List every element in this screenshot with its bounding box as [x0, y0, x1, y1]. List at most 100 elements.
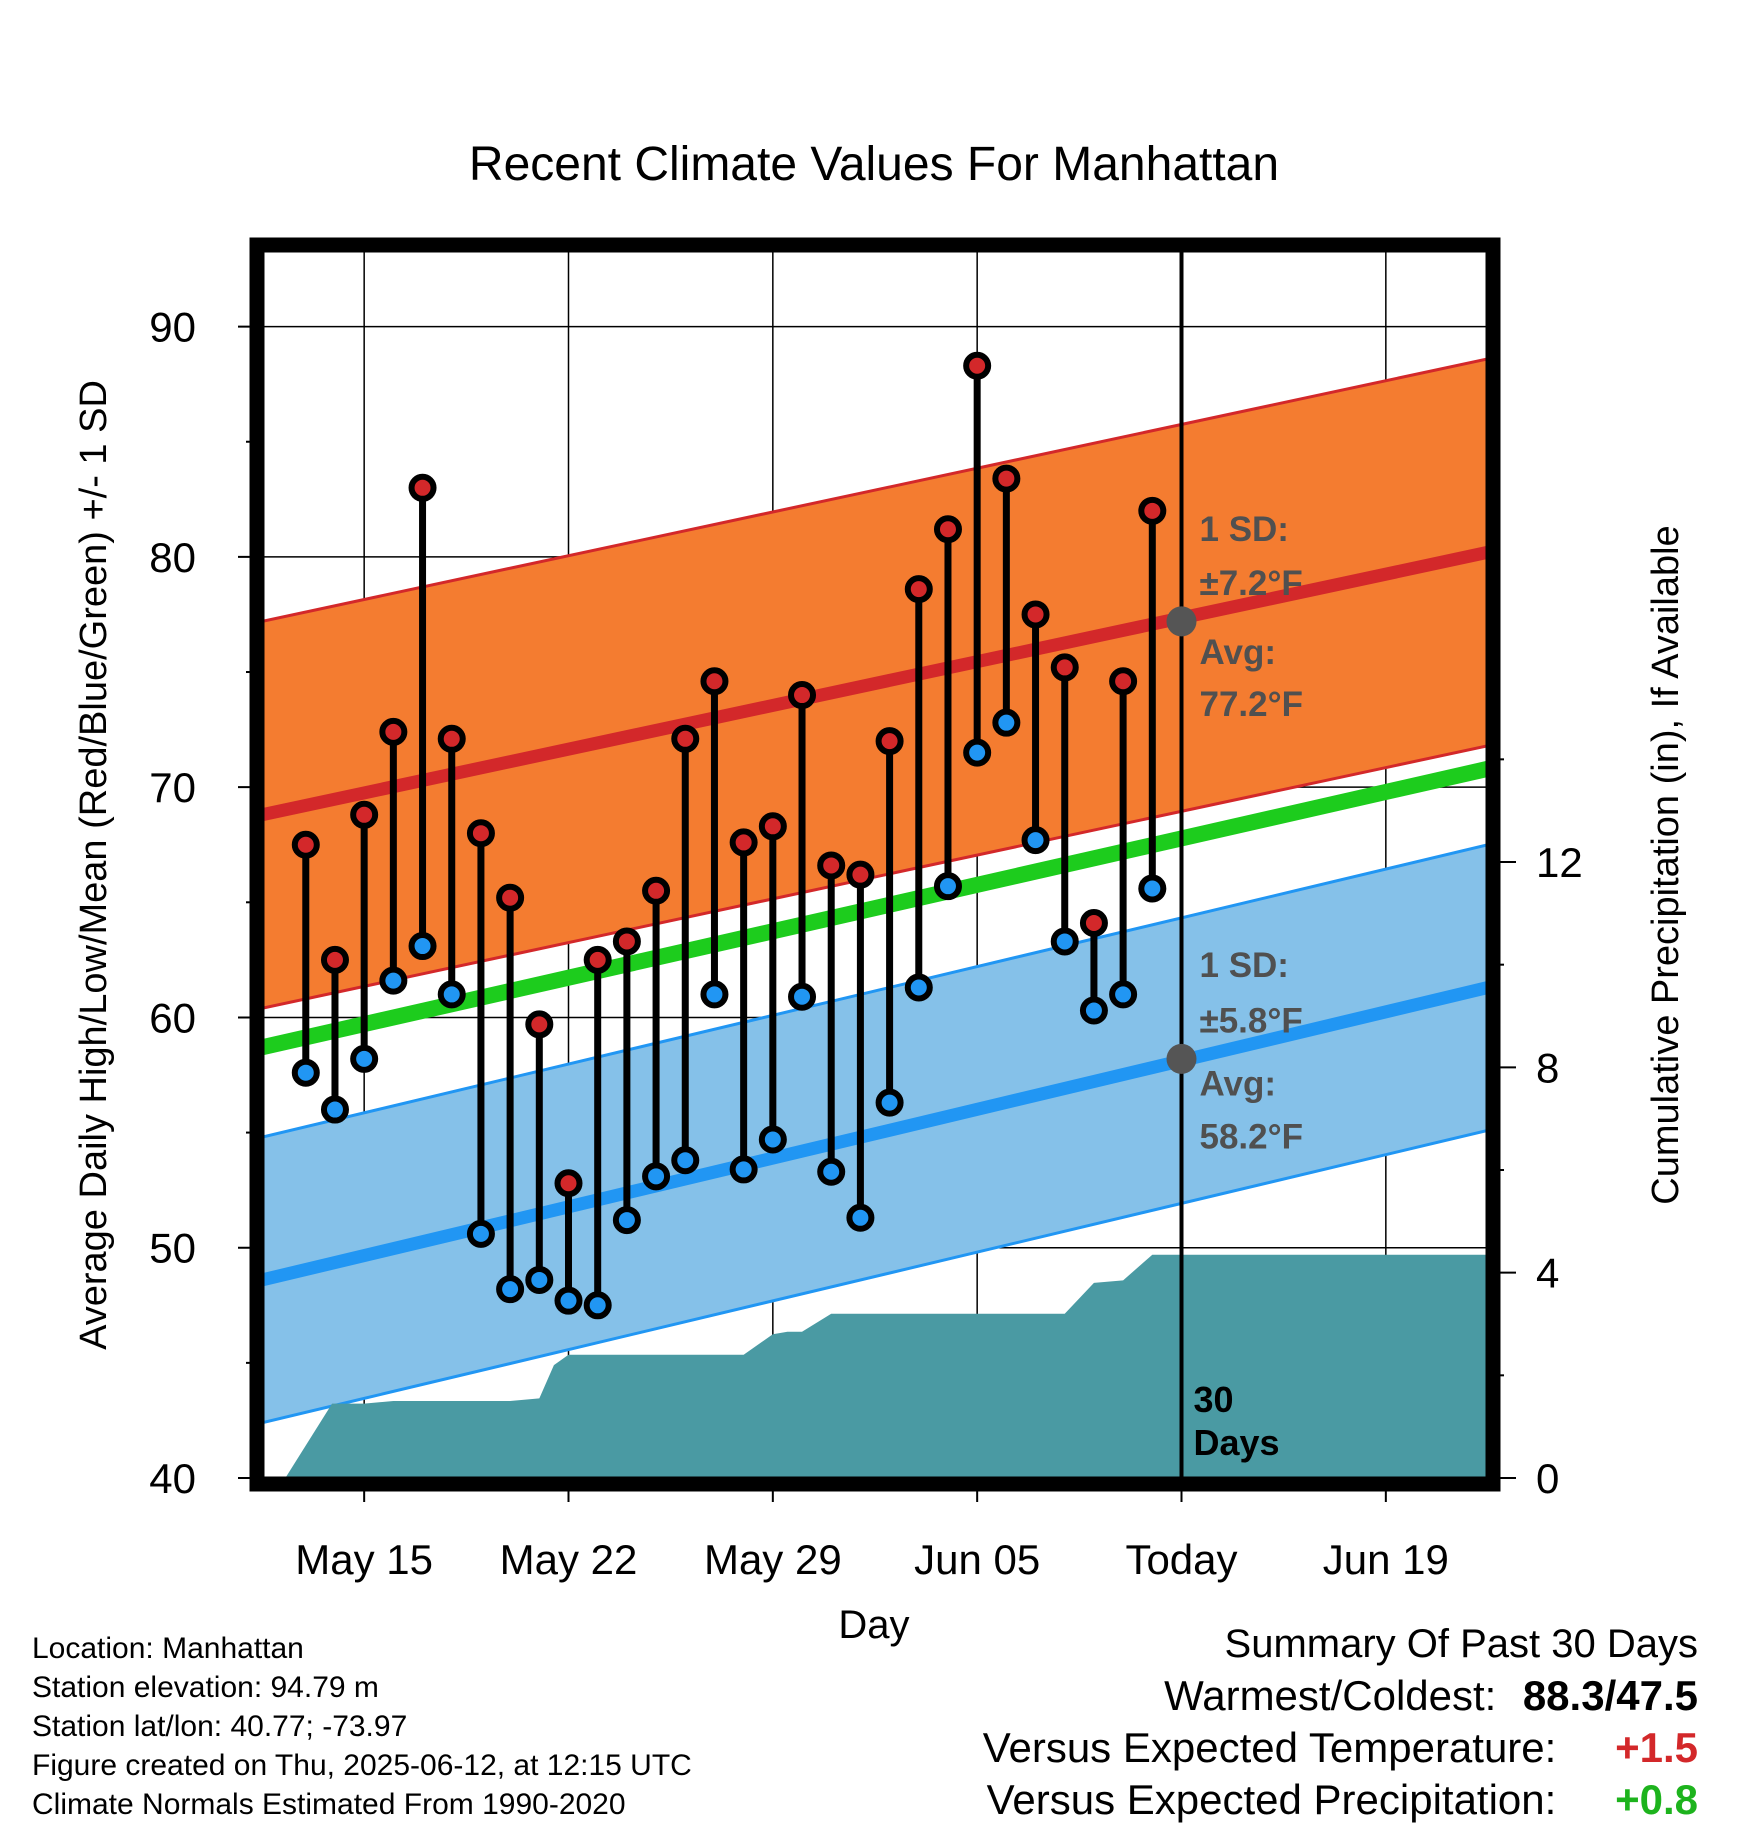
normals-text: Climate Normals Estimated From 1990-2020: [32, 1788, 626, 1821]
precip-label: Versus Expected Precipitation:: [986, 1776, 1557, 1823]
daily-high-point: [1079, 909, 1108, 938]
elevation-text: Station elevation: 94.79 m: [32, 1671, 379, 1704]
y-tick-label: 80: [149, 534, 196, 581]
daily-low-point: [642, 1162, 671, 1191]
daily-low-point: [379, 966, 408, 995]
summary-title: Summary Of Past 30 Days: [1224, 1622, 1698, 1666]
axes: 40 50 60 70 80 90 0 4 8 12 May 15 May 22 May 29 Jun 0…: [149, 304, 1582, 1583]
daily-high-point: [379, 717, 408, 746]
daily-low-point: [904, 973, 933, 1002]
daily-low-point: [466, 1219, 495, 1248]
y2-tick-label: 12: [1536, 839, 1583, 886]
daily-high-point: [583, 945, 612, 974]
normals-annotations: 1 SD: ±7.2°F Avg: 77.2°F 1 SD: ±5.8°F Avg: 58.2…: [1200, 510, 1304, 1157]
daily-high-point: [496, 883, 525, 912]
summary-precip-row: Versus Expected Precipitation: +0.8: [987, 1776, 1698, 1824]
normal-low-line: [262, 981, 1488, 1287]
high-avg-label: Avg:: [1200, 633, 1276, 672]
normal-low-band-lower-edge: [262, 1128, 1488, 1425]
daily-low-point: [496, 1275, 525, 1304]
low-sd-label: 1 SD:: [1200, 946, 1289, 985]
daily-high-point: [788, 681, 817, 710]
daily-low-point: [817, 1157, 846, 1186]
today-days-label: 30: [1194, 1379, 1234, 1420]
daily-high-point: [350, 800, 379, 829]
y2-tick-label: 0: [1536, 1455, 1559, 1502]
daily-high-point: [992, 464, 1021, 493]
daily-low-point: [1021, 826, 1050, 855]
low-avg-label: Avg:: [1200, 1065, 1276, 1104]
daily-high-point: [1021, 600, 1050, 629]
daily-high-point: [291, 830, 320, 859]
daily-high-point: [642, 876, 671, 905]
y-axis-label: Average Daily High/Low/Mean (Red/Blue/Gr…: [73, 380, 115, 1350]
y-tick-label: 70: [149, 764, 196, 811]
y-tick-label: 90: [149, 304, 196, 351]
x-tick-label: Jun 05: [914, 1536, 1040, 1583]
daily-high-point: [729, 828, 758, 857]
daily-low-point: [933, 872, 962, 901]
low-sd-value: ±5.8°F: [1200, 1001, 1303, 1040]
daily-high-point: [933, 515, 962, 544]
daily-high-point: [846, 860, 875, 889]
temp-value: +1.5: [1615, 1724, 1698, 1771]
normal-mean-line: [262, 760, 1488, 1056]
daily-high-point: [554, 1169, 583, 1198]
y2-tick-label: 4: [1536, 1250, 1559, 1297]
x-tick-label: May 22: [500, 1536, 638, 1583]
daily-low-point: [992, 708, 1021, 737]
today-days-label: Days: [1194, 1422, 1280, 1463]
plot-area: [262, 357, 1488, 1478]
y2-axis-label: Cumulative Precipitation (in), If Availa…: [1645, 525, 1687, 1204]
normal-high-line: [262, 545, 1488, 822]
daily-low-point: [1109, 980, 1138, 1009]
high-sd-label: 1 SD:: [1200, 510, 1289, 549]
created-text: Figure created on Thu, 2025-06-12, at 12…: [32, 1749, 692, 1782]
y-tick-label: 50: [149, 1225, 196, 1272]
daily-high-point: [320, 945, 349, 974]
daily-high-point: [466, 819, 495, 848]
daily-low-point: [875, 1088, 904, 1117]
daily-high-point: [963, 351, 992, 380]
daily-high-point: [671, 724, 700, 753]
daily-high-point: [817, 851, 846, 880]
daily-low-point: [408, 932, 437, 961]
daily-low-point: [1138, 874, 1167, 903]
x-tick-label: May 29: [704, 1536, 842, 1583]
daily-high-point: [1109, 667, 1138, 696]
daily-low-point: [788, 982, 817, 1011]
warmest-label: Warmest/Coldest:: [1164, 1672, 1497, 1719]
daily-low-point: [437, 980, 466, 1009]
daily-high-point: [1050, 653, 1079, 682]
daily-high-point: [758, 812, 787, 841]
y-tick-label: 60: [149, 994, 196, 1041]
daily-low-point: [320, 1095, 349, 1124]
daily-low-point: [554, 1286, 583, 1315]
precip-value: +0.8: [1615, 1776, 1698, 1823]
daily-high-point: [408, 473, 437, 502]
daily-low-point: [729, 1155, 758, 1184]
daily-high-point: [875, 727, 904, 756]
normal-low-band-upper-edge: [262, 843, 1488, 1139]
daily-high-point: [437, 724, 466, 753]
plot-frame: [249, 237, 1501, 1492]
latlon-text: Station lat/lon: 40.77; -73.97: [32, 1710, 408, 1743]
daily-low-point: [1050, 927, 1079, 956]
daily-low-point: [758, 1125, 787, 1154]
y-tick-label: 40: [149, 1455, 196, 1502]
summary-temp-row: Versus Expected Temperature: +1.5: [983, 1724, 1698, 1772]
daily-high-point: [1138, 496, 1167, 525]
low-avg-value: 58.2°F: [1200, 1118, 1304, 1157]
warmest-value: 88.3/47.5: [1522, 1672, 1698, 1719]
daily-low-point: [700, 980, 729, 1009]
daily-low-point: [671, 1146, 700, 1175]
today-low-average-dot: [1166, 1043, 1197, 1074]
chart-title: Recent Climate Values For Manhattan: [469, 138, 1279, 191]
daily-low-point: [1079, 996, 1108, 1025]
daily-low-point: [291, 1058, 320, 1087]
normal-high-band-lower-edge: [262, 744, 1488, 1010]
x-tick-label: Jun 19: [1323, 1536, 1449, 1583]
high-avg-value: 77.2°F: [1200, 685, 1304, 724]
daily-low-point: [963, 738, 992, 767]
normal-high-band-upper-edge: [262, 357, 1488, 623]
